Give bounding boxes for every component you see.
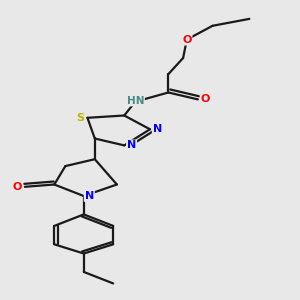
Text: O: O (13, 182, 22, 192)
Text: N: N (85, 191, 94, 201)
Text: S: S (76, 113, 84, 123)
Text: HN: HN (127, 95, 144, 106)
Text: N: N (153, 124, 162, 134)
Text: O: O (200, 94, 210, 104)
Text: O: O (182, 34, 191, 45)
Text: N: N (127, 140, 136, 150)
